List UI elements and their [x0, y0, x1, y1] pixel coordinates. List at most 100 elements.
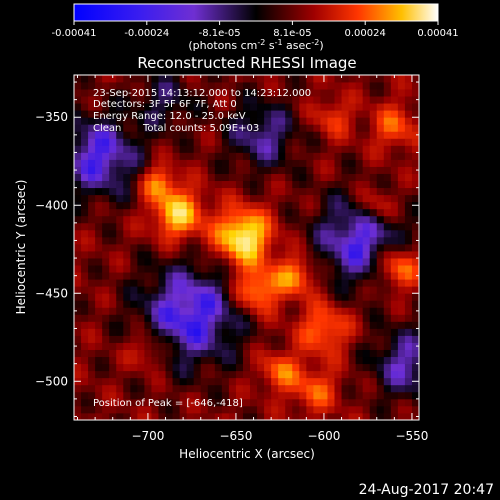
heatmap-cell: [221, 159, 230, 167]
heatmap-cell: [214, 286, 223, 294]
heatmap-cell: [250, 356, 258, 365]
heatmap-cell: [390, 103, 399, 111]
heatmap-cell: [334, 349, 342, 358]
heatmap-cell: [200, 215, 209, 224]
heatmap-cell: [341, 391, 349, 400]
heatmap-cell: [313, 166, 321, 174]
heatmap-cell: [144, 258, 152, 266]
heatmap-cell: [116, 152, 124, 160]
heatmap-cell: [411, 272, 419, 280]
heatmap-cell: [186, 96, 195, 104]
colorbar-ticks: -0.00041 -0.00024 -8.1e-05 8.1e-05 0.00024 0.…: [52, 21, 459, 39]
heatmap-cell: [186, 194, 195, 203]
heatmap-cell: [306, 89, 314, 97]
heatmap-cell: [250, 391, 258, 400]
heatmap-cell: [292, 265, 300, 273]
heatmap-cell: [313, 89, 321, 97]
heatmap-cell: [221, 272, 230, 280]
heatmap-cell: [306, 258, 314, 266]
heatmap-cell: [165, 412, 173, 420]
heatmap-cell: [264, 173, 272, 182]
heatmap-cell: [109, 166, 117, 174]
heatmap-cell: [172, 398, 181, 407]
heatmap-cell: [235, 236, 244, 245]
heatmap-cell: [348, 110, 357, 118]
heatmap-cell: [320, 377, 328, 386]
heatmap-cell: [214, 82, 223, 90]
heatmap-cell: [179, 96, 188, 104]
heatmap-cell: [390, 286, 399, 294]
heatmap-cell: [397, 384, 406, 393]
heatmap-cell: [228, 370, 237, 379]
heatmap-cell: [369, 173, 378, 182]
heatmap-cell: [242, 159, 251, 167]
heatmap-cell: [242, 265, 251, 273]
heatmap-cell: [250, 131, 258, 139]
heatmap-cell: [404, 194, 413, 203]
heatmap-cell: [285, 243, 293, 252]
heatmap-cell: [186, 300, 195, 308]
heatmap-cell: [109, 384, 117, 393]
heatmap-cell: [376, 370, 385, 379]
heatmap-cell: [411, 258, 419, 266]
heatmap-cell: [179, 173, 188, 182]
heatmap-cell: [334, 251, 342, 259]
heatmap-cell: [109, 321, 117, 329]
heatmap-cell: [109, 398, 117, 407]
heatmap-cell: [172, 124, 181, 132]
heatmap-cell: [271, 258, 279, 266]
heatmap-cell: [123, 103, 131, 111]
heatmap-cell: [235, 321, 244, 329]
heatmap-cell: [397, 370, 406, 379]
heatmap-cell: [397, 138, 406, 146]
heatmap-cell: [207, 117, 216, 125]
heatmap-cell: [81, 251, 89, 259]
heatmap-cell: [116, 398, 124, 407]
heatmap-cell: [383, 398, 392, 407]
heatmap-cell: [285, 222, 293, 231]
heatmap-cell: [144, 131, 152, 139]
heatmap-cell: [235, 75, 244, 83]
heatmap-cell: [95, 265, 103, 273]
heatmap-cell: [102, 145, 110, 153]
heatmap-cell: [264, 370, 272, 379]
heatmap-cell: [369, 272, 378, 280]
heatmap-cell: [116, 201, 124, 210]
heatmap-cell: [193, 201, 202, 210]
heatmap-cell: [165, 384, 173, 393]
heatmap-cell: [228, 258, 237, 266]
heatmap-cell: [271, 152, 279, 160]
heatmap-cell: [81, 279, 89, 287]
heatmap-cell: [250, 236, 258, 245]
heatmap-cell: [376, 307, 385, 315]
heatmap-cell: [151, 405, 159, 414]
heatmap-cell: [411, 307, 419, 315]
heatmap-cell: [376, 300, 385, 308]
heatmap-cell: [74, 321, 82, 329]
heatmap-cell: [327, 286, 335, 294]
heatmap-cell: [137, 166, 145, 174]
heatmap-cell: [102, 215, 110, 224]
heatmap-cell: [207, 75, 216, 83]
heatmap-cell: [411, 286, 419, 294]
heatmap-cell: [369, 398, 378, 407]
heatmap-cell: [221, 349, 230, 358]
heatmap-cell: [383, 321, 392, 329]
heatmap-cell: [130, 117, 138, 125]
heatmap-cell: [221, 166, 230, 174]
heatmap-cell: [228, 82, 237, 90]
heatmap-cell: [376, 321, 385, 329]
heatmap-cell: [299, 321, 307, 329]
heatmap-cell: [102, 391, 110, 400]
heatmap-cell: [116, 279, 124, 287]
heatmap-cell: [200, 173, 209, 182]
heatmap-cell: [116, 82, 124, 90]
heatmap-cell: [390, 124, 399, 132]
heatmap-cell: [165, 173, 173, 182]
heatmap-cell: [207, 208, 216, 217]
heatmap-cell: [264, 307, 272, 315]
heatmap-cell: [348, 173, 357, 182]
heatmap-cell: [116, 258, 124, 266]
heatmap-cell: [242, 138, 251, 146]
heatmap-cell: [299, 258, 307, 266]
